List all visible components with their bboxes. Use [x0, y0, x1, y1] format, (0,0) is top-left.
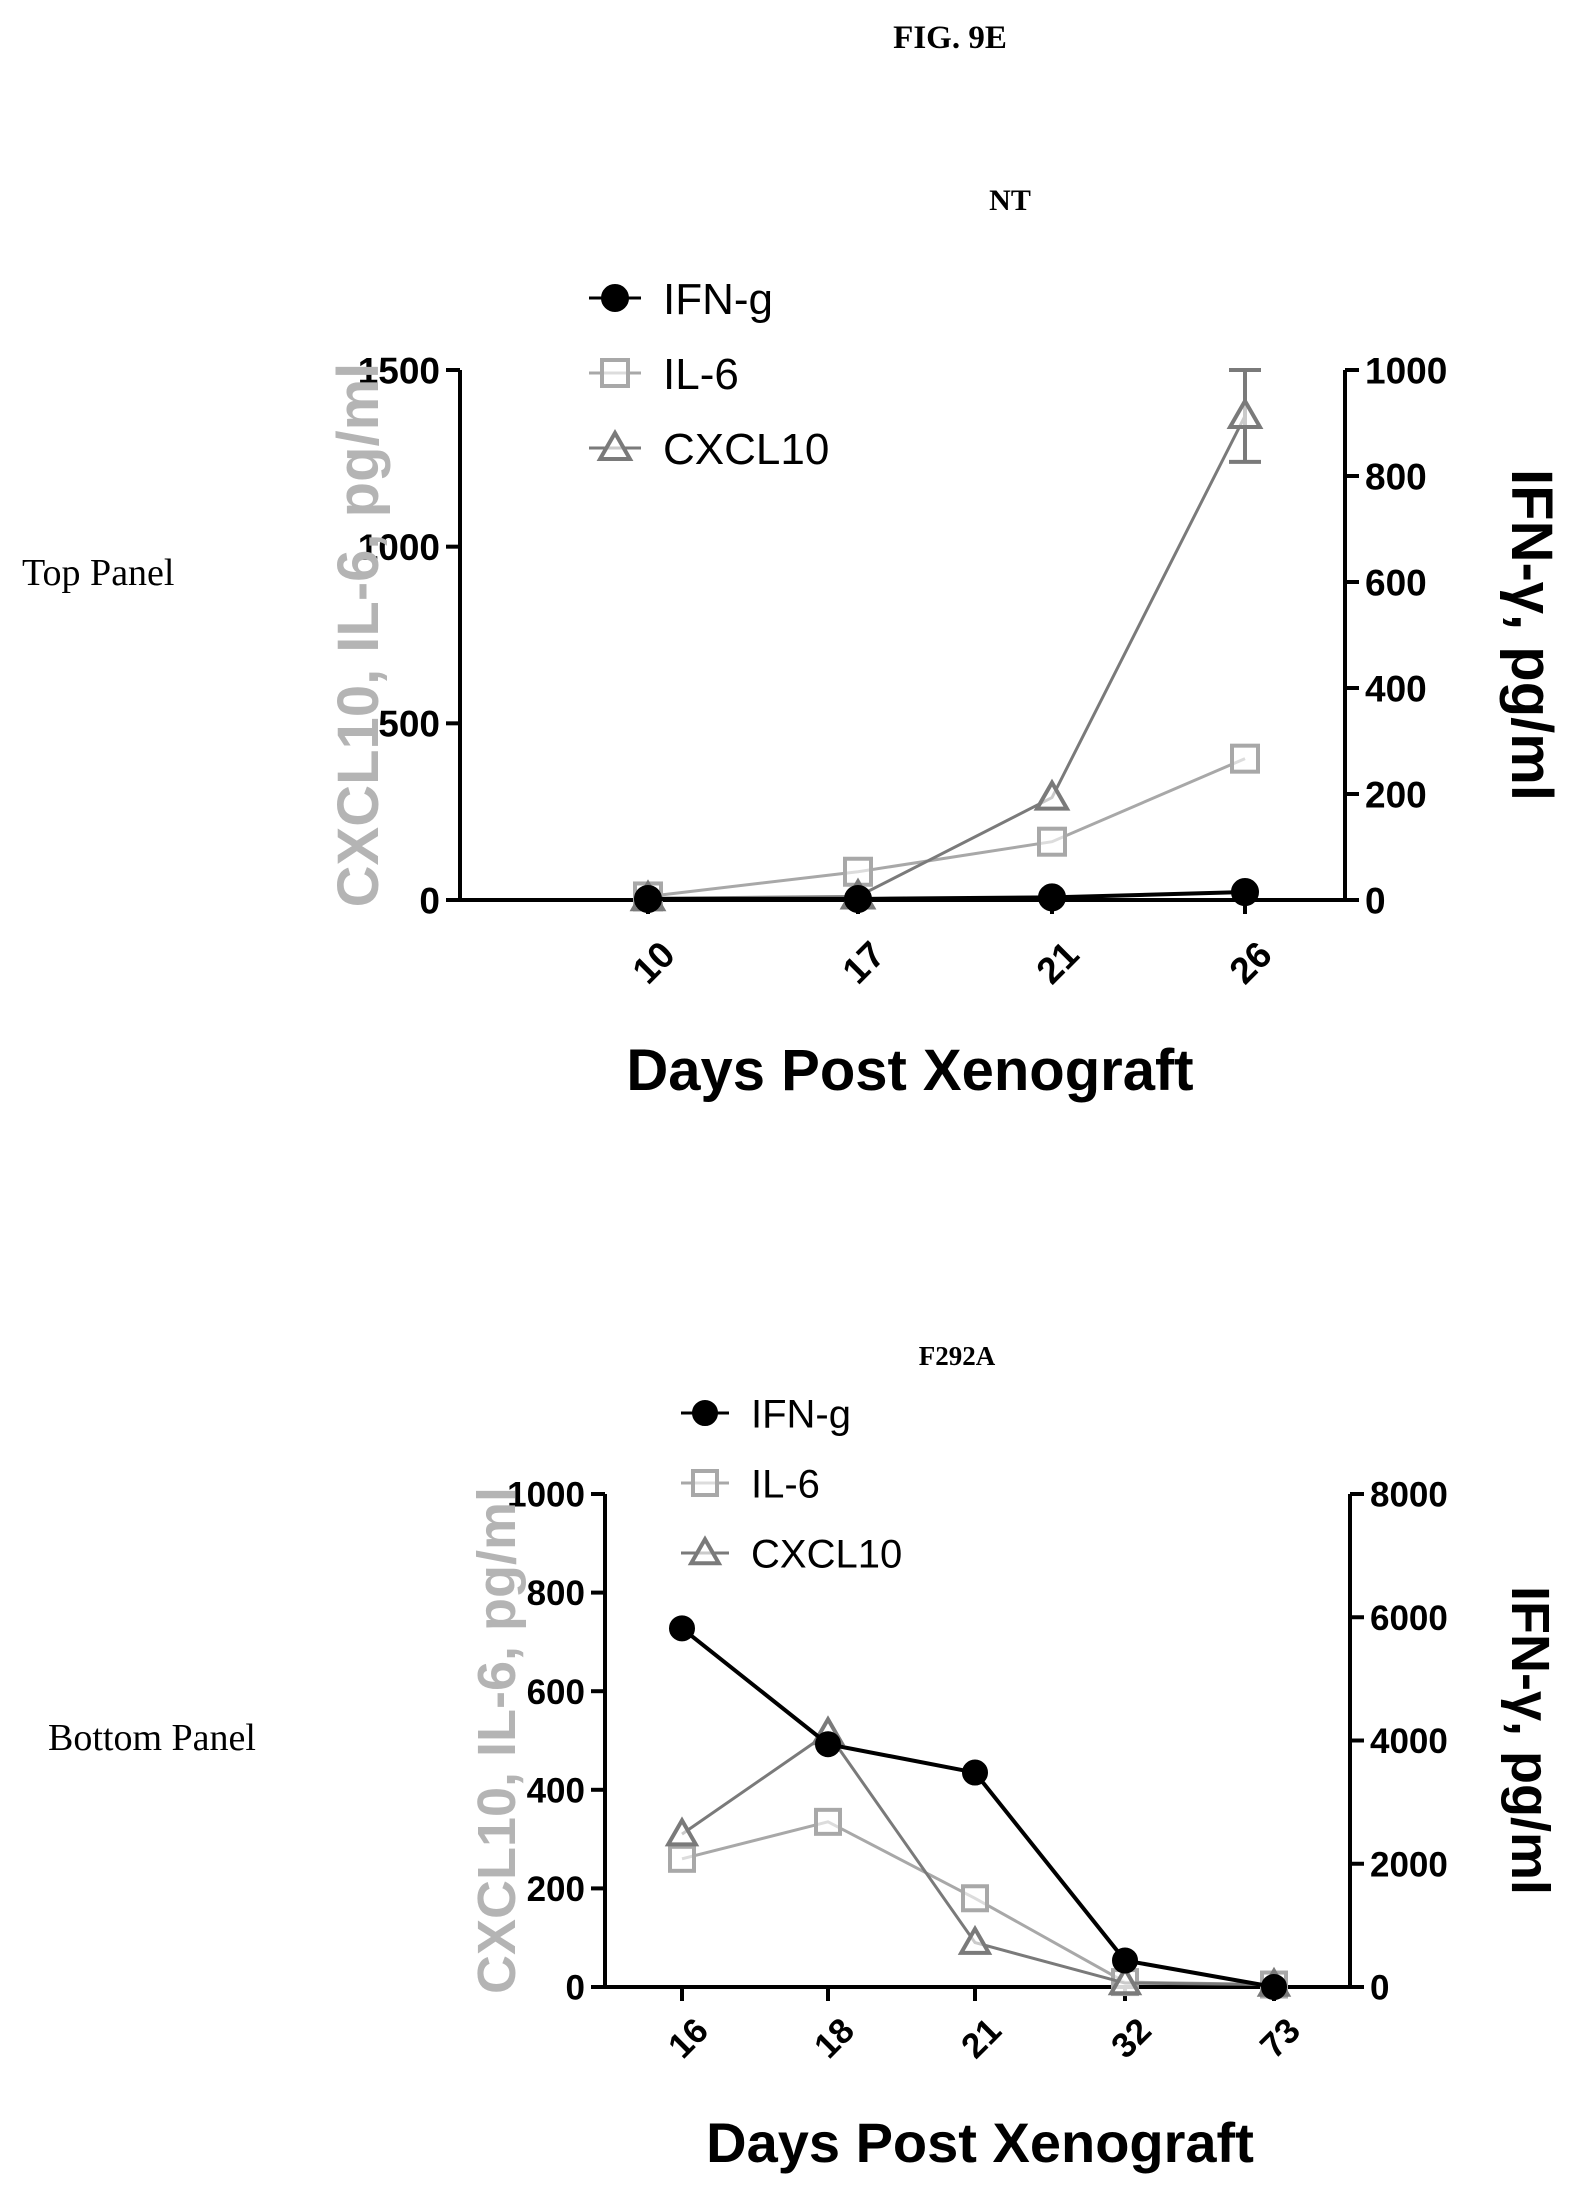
- right-tick-label: 800: [1365, 456, 1427, 497]
- legend-entry: IL-6: [681, 1462, 820, 1506]
- series-ifn-g-group: [634, 878, 1259, 913]
- x-tick-label: 21: [1029, 934, 1087, 992]
- left-tick-label: 200: [527, 1870, 585, 1909]
- legend-marker-filled-circle: [692, 1400, 718, 1426]
- data-point-ifn-g: [669, 1615, 695, 1642]
- right-tick-label: 6000: [1370, 1599, 1448, 1638]
- legend-label: IL-6: [751, 1462, 820, 1506]
- data-point-ifn-g: [634, 884, 662, 913]
- data-point-il-6: [668, 1844, 696, 1873]
- data-point-il-6: [1230, 743, 1260, 774]
- left-tick-label: 600: [527, 1673, 585, 1712]
- data-point-cxcl10: [1226, 396, 1264, 429]
- right-tick-label: 1000: [1365, 350, 1447, 391]
- legend-entry: CXCL10: [681, 1532, 902, 1576]
- right-tick-label: 600: [1365, 562, 1427, 603]
- data-point-il-6: [961, 1884, 989, 1913]
- legend-marker-open-square: [691, 1469, 719, 1497]
- legend-marker-filled-circle: [601, 284, 629, 312]
- x-tick-label: 17: [835, 934, 893, 992]
- legend-label: IFN-g: [751, 1392, 851, 1436]
- left-tick-label: 0: [419, 880, 440, 921]
- x-tick-label: 18: [807, 2011, 862, 2066]
- data-point-ifn-g: [1038, 883, 1066, 912]
- left-tick-label: 800: [527, 1574, 585, 1613]
- right-tick-label: 2000: [1370, 1845, 1448, 1884]
- figure-label: FIG. 9E: [893, 20, 1007, 56]
- data-point-ifn-g: [1112, 1947, 1138, 1974]
- right-y-axis-label: IFN-γ, pg/ml: [1499, 469, 1564, 801]
- legend-marker-open-square: [600, 358, 630, 388]
- legend-marker-open-triangle: [687, 1535, 723, 1566]
- panel-label-bottom: Bottom Panel: [48, 1717, 256, 1759]
- series-il-6-group: [668, 1807, 1288, 1999]
- left-tick-label: 1000: [507, 1476, 585, 1515]
- data-point-ifn-g: [844, 884, 872, 913]
- data-point-ifn-g: [1261, 1974, 1287, 2000]
- series-ifn-g-group: [669, 1615, 1287, 2000]
- data-point-cxcl10: [957, 1924, 993, 1955]
- chart-title: NT: [989, 184, 1031, 217]
- legend-marker-open-triangle: [596, 429, 634, 462]
- x-tick-label: 10: [625, 934, 683, 992]
- data-point-il-6: [1037, 826, 1067, 857]
- left-tick-label: 1000: [358, 527, 440, 568]
- legend-label: CXCL10: [663, 425, 829, 474]
- x-axis-label: Days Post Xenograft: [626, 1038, 1193, 1103]
- chart-panel-f292a: F292A 0 200 400 600 800 1000 0 2000 4000 6000 8000 1…: [467, 1341, 1560, 2174]
- data-point-ifn-g: [1231, 878, 1259, 907]
- chart-title: F292A: [919, 1341, 996, 1371]
- chart-panel-nt: NT 0 500 1000 1500 0 200 400 600 800 1000 10 17 21 26 D…: [326, 184, 1564, 1103]
- left-tick-label: 500: [378, 704, 440, 745]
- right-tick-label: 400: [1365, 668, 1427, 709]
- series-line-il-6: [647, 757, 1246, 898]
- x-tick-label: 26: [1222, 934, 1280, 992]
- x-axis-label: Days Post Xenograft: [706, 2111, 1254, 2174]
- x-tick-label: 21: [954, 2011, 1009, 2066]
- left-tick-label: 400: [527, 1771, 585, 1810]
- legend-entry: IFN-g: [681, 1392, 851, 1436]
- data-point-cxcl10: [1033, 778, 1071, 811]
- series-line-ifn-g: [648, 890, 1246, 901]
- legend-entry: CXCL10: [589, 425, 829, 474]
- left-tick-label: 1500: [358, 350, 440, 391]
- right-tick-label: 4000: [1370, 1722, 1448, 1761]
- x-tick-label: 32: [1104, 2011, 1159, 2066]
- legend-entry: IL-6: [589, 350, 739, 399]
- x-tick-label: 16: [661, 2011, 716, 2066]
- legend-entry: IFN-g: [589, 275, 773, 324]
- data-point-cxcl10: [1107, 1965, 1143, 1996]
- data-point-cxcl10: [664, 1816, 700, 1847]
- right-tick-label: 8000: [1370, 1476, 1448, 1515]
- data-point-ifn-g: [962, 1759, 988, 1786]
- panel-label-top: Top Panel: [22, 552, 174, 594]
- left-y-axis-label: CXCL10, IL-6, pg/ml: [326, 363, 391, 908]
- x-tick-label: 73: [1253, 2011, 1308, 2066]
- right-tick-label: 200: [1365, 774, 1427, 815]
- legend-label: CXCL10: [751, 1532, 902, 1576]
- right-tick-label: 0: [1365, 880, 1386, 921]
- right-tick-label: 0: [1370, 1969, 1389, 2008]
- right-y-axis-label: IFN-γ, pg/ml: [1500, 1586, 1560, 1895]
- left-tick-label: 0: [566, 1969, 585, 2008]
- series-il-6-group: [633, 743, 1260, 912]
- legend-label: IL-6: [663, 350, 739, 399]
- data-point-il-6: [814, 1807, 842, 1836]
- left-y-axis-label: CXCL10, IL-6, pg/ml: [467, 1487, 527, 1994]
- legend-label: IFN-g: [663, 275, 773, 324]
- series-line-cxcl10: [647, 415, 1247, 900]
- data-point-ifn-g: [815, 1731, 841, 1758]
